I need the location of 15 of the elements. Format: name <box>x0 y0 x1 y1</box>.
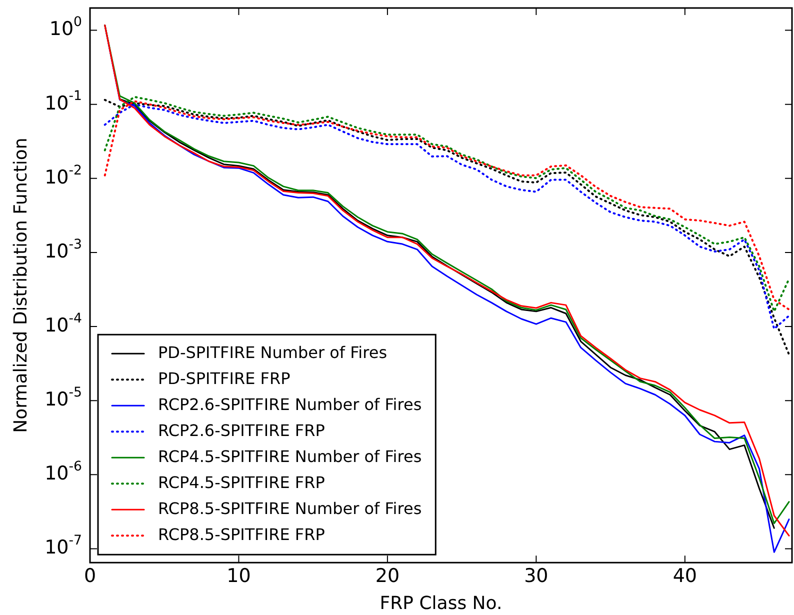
x-tick-label: 10 <box>226 564 251 587</box>
legend-label: RCP8.5-SPITFIRE Number of Fires <box>158 498 422 518</box>
legend-label: RCP2.6-SPITFIRE Number of Fires <box>158 394 422 414</box>
x-tick-label: 20 <box>375 564 400 587</box>
x-tick-label: 40 <box>672 564 698 587</box>
legend-label: RCP2.6-SPITFIRE FRP <box>158 420 326 440</box>
x-tick-label: 0 <box>84 564 96 587</box>
legend-label: RCP4.5-SPITFIRE Number of Fires <box>158 446 422 466</box>
legend-label: RCP8.5-SPITFIRE FRP <box>158 524 326 544</box>
x-tick-label: 30 <box>524 564 548 587</box>
legend-label: PD-SPITFIRE Number of Fires <box>158 342 388 362</box>
x-axis-title: FRP Class No. <box>380 592 502 614</box>
y-axis-title: Normalized Distribution Function <box>10 138 32 433</box>
legend-label: RCP4.5-SPITFIRE FRP <box>158 472 326 492</box>
legend-label: PD-SPITFIRE FRP <box>158 368 291 388</box>
